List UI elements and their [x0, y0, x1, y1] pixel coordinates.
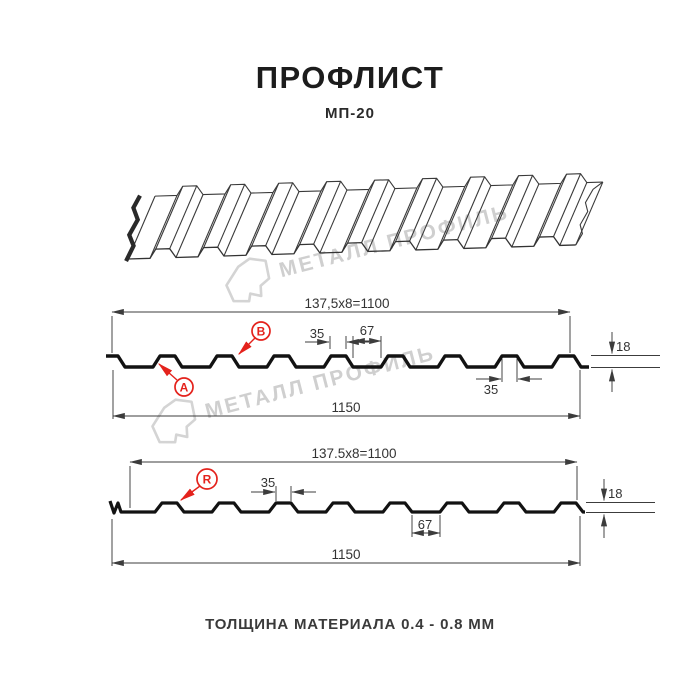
fold-line [559, 182, 588, 246]
profile-outline [108, 500, 585, 515]
dimension-lines [111, 308, 660, 420]
dim-flute-width: 67 [360, 323, 374, 338]
fold-line [553, 173, 582, 237]
fold-line [415, 186, 444, 251]
section-reverse-side: 137.5x8=1100 35 67 18 1150 R [108, 446, 655, 567]
dim-height: 18 [616, 339, 630, 354]
fold-line [299, 181, 328, 245]
fold-line [437, 186, 466, 250]
fold-line [389, 187, 418, 251]
fold-line [443, 176, 472, 241]
page-title: ПРОФЛИСТ [255, 60, 445, 95]
fold-line [491, 175, 520, 239]
material-thickness-note: ТОЛЩИНА МАТЕРИАЛА 0.4 - 0.8 ММ [205, 616, 495, 633]
fold-line [155, 186, 184, 250]
fold-line [203, 184, 232, 248]
dim-total-width: 1150 [331, 400, 360, 415]
sheet-left-cut-edge [124, 194, 142, 262]
watermark-text: МЕТАЛЛ ПРОФИЛЬ [203, 342, 438, 424]
fold-line [217, 184, 246, 248]
fold-line [149, 195, 178, 259]
fold-line [463, 185, 492, 249]
dim-pitch: 137,5x8=1100 [305, 296, 390, 311]
fold-line [505, 175, 534, 239]
fold-line [511, 183, 540, 248]
fold-line [313, 181, 342, 245]
mark-r: R [179, 468, 218, 501]
fold-line [169, 185, 198, 249]
dim-total-width: 1150 [331, 547, 360, 562]
dim-flute-width: 67 [418, 517, 432, 532]
fold-line [319, 189, 348, 254]
fold-line [361, 179, 390, 243]
fold-line [251, 183, 280, 247]
watermark-middle: МЕТАЛЛ ПРОФИЛЬ [146, 342, 438, 448]
fold-line [533, 183, 562, 247]
mark-a: A [158, 363, 194, 397]
metall-profil-logo-watermark [146, 394, 202, 448]
dim-rib-width-bottom: 35 [484, 382, 498, 397]
fold-line [575, 181, 604, 246]
fold-line [367, 188, 396, 252]
sheet-3d-view [124, 172, 604, 262]
page-subtitle: МП-20 [325, 105, 375, 122]
dim-rib-width: 35 [261, 475, 275, 490]
header: ПРОФЛИСТ МП-20 [0, 60, 700, 122]
fold-line [485, 184, 514, 248]
metall-profil-logo-watermark [220, 253, 276, 307]
fold-line [271, 191, 300, 255]
fold-line [265, 182, 294, 246]
fold-line [347, 179, 376, 244]
fold-lines [127, 173, 604, 260]
fold-line [341, 189, 370, 253]
sheet-right-cut-edge [575, 181, 604, 246]
fold-line [197, 193, 226, 258]
mark-b: B [238, 321, 271, 355]
fold-line [245, 192, 274, 256]
fold-line [539, 173, 568, 238]
fold-line [175, 194, 204, 258]
fold-line [223, 192, 252, 257]
mark-b-letter: B [257, 325, 266, 339]
dim-height: 18 [608, 486, 622, 501]
fold-line [409, 178, 438, 242]
dim-rib-width: 35 [310, 326, 324, 341]
dimension-lines [111, 458, 655, 567]
section-front-side: 137,5x8=1100 35 67 18 35 1150 A B [106, 296, 660, 420]
mark-a-letter: A [180, 381, 189, 395]
dim-pitch: 137.5x8=1100 [312, 446, 397, 461]
fold-line [395, 178, 424, 242]
profile-outline [106, 354, 589, 369]
mark-r-letter: R [203, 473, 212, 487]
fold-line [457, 176, 486, 240]
fold-line [293, 190, 322, 255]
